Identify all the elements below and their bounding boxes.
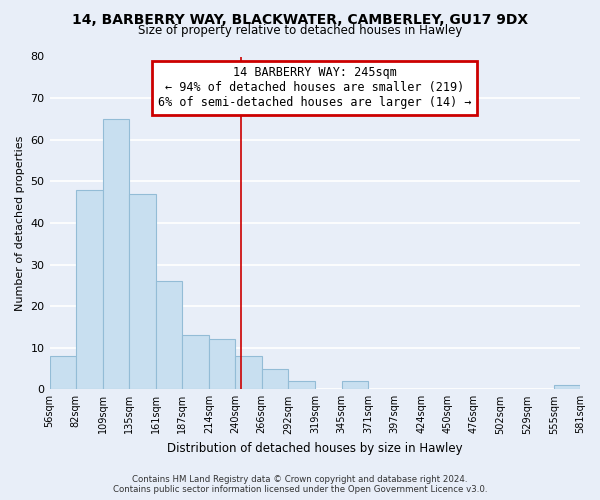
- Bar: [235, 356, 262, 390]
- Bar: [76, 190, 103, 390]
- X-axis label: Distribution of detached houses by size in Hawley: Distribution of detached houses by size …: [167, 442, 463, 455]
- Bar: [155, 281, 182, 390]
- Text: 14, BARBERRY WAY, BLACKWATER, CAMBERLEY, GU17 9DX: 14, BARBERRY WAY, BLACKWATER, CAMBERLEY,…: [72, 12, 528, 26]
- Text: 14 BARBERRY WAY: 245sqm
← 94% of detached houses are smaller (219)
6% of semi-de: 14 BARBERRY WAY: 245sqm ← 94% of detache…: [158, 66, 472, 110]
- Text: Size of property relative to detached houses in Hawley: Size of property relative to detached ho…: [138, 24, 462, 37]
- Text: Contains HM Land Registry data © Crown copyright and database right 2024.
Contai: Contains HM Land Registry data © Crown c…: [113, 474, 487, 494]
- Bar: [288, 381, 315, 390]
- Bar: [182, 335, 209, 390]
- Y-axis label: Number of detached properties: Number of detached properties: [15, 135, 25, 310]
- Bar: [103, 119, 130, 390]
- Bar: [341, 381, 368, 390]
- Bar: [50, 356, 76, 390]
- Bar: [262, 368, 288, 390]
- Bar: [130, 194, 155, 390]
- Bar: [554, 385, 580, 390]
- Bar: [209, 340, 235, 390]
